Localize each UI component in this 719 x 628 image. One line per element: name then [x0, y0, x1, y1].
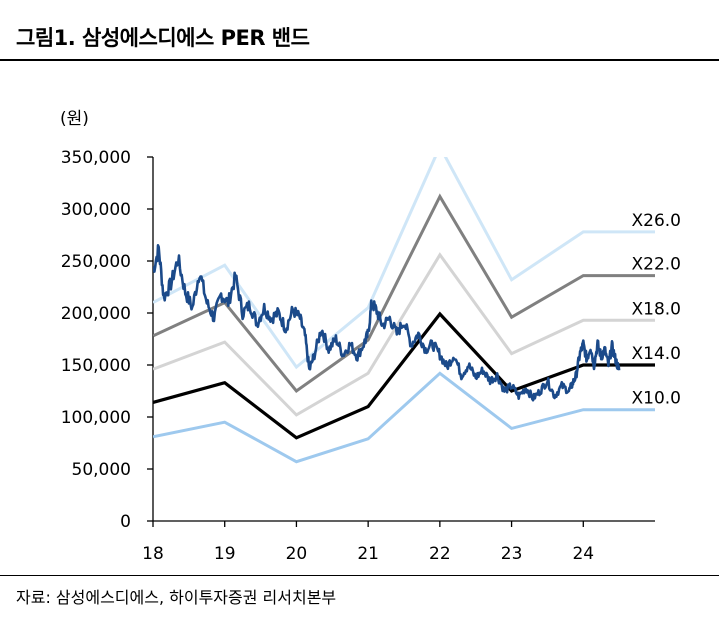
band-labels: X26.0 X22.0 X18.0 X14.0 X10.0: [632, 211, 682, 409]
x-tick-label: 19: [214, 544, 236, 564]
y-tick-label: 350,000: [61, 148, 131, 168]
band-line-x14-0: [153, 311, 655, 440]
band-label-x10-0: X10.0: [632, 389, 682, 409]
title-rule: [0, 59, 719, 61]
x-tick-label: 20: [286, 544, 308, 564]
y-tick-label: 100,000: [61, 408, 131, 428]
y-axis-label: (원): [60, 109, 89, 129]
y-tick-label: 300,000: [61, 200, 131, 220]
y-tick-label: 200,000: [61, 304, 131, 324]
y-tick-label: 150,000: [61, 356, 131, 376]
axes: 0 50,000 100,000 150,000 200,000 250,000 300,0…: [61, 148, 655, 564]
band-label-x26-0: X26.0: [632, 211, 682, 231]
band-label-x22-0: X22.0: [632, 255, 682, 275]
band-label-x14-0: X14.0: [632, 344, 682, 364]
band-line-x18-0: [153, 252, 655, 417]
y-tick-label: 250,000: [61, 252, 131, 272]
band-line-x10-0: [153, 371, 655, 464]
x-tick-label: 23: [501, 544, 523, 564]
x-tick-label: 21: [357, 544, 379, 564]
y-tick-label: 50,000: [72, 460, 131, 480]
x-tick-label: 22: [429, 544, 451, 564]
price-line: [153, 244, 621, 402]
band-line-x26-0: [153, 157, 655, 370]
source-rule: [0, 575, 719, 576]
y-tick-label: 0: [120, 512, 131, 532]
source-note: 자료: 삼성에스디에스, 하이투자증권 리서치본부: [16, 588, 337, 607]
figure-title: 그림1. 삼성에스디에스 PER 밴드: [16, 26, 310, 50]
per-bands: [153, 157, 655, 464]
band-label-x18-0: X18.0: [632, 299, 682, 319]
x-tick-label: 18: [142, 544, 164, 564]
x-tick-label: 24: [572, 544, 594, 564]
per-band-chart: 0 50,000 100,000 150,000 200,000 250,000 300,0…: [60, 109, 682, 564]
band-line-x22-0: [153, 193, 655, 394]
price-layer: [153, 244, 621, 402]
